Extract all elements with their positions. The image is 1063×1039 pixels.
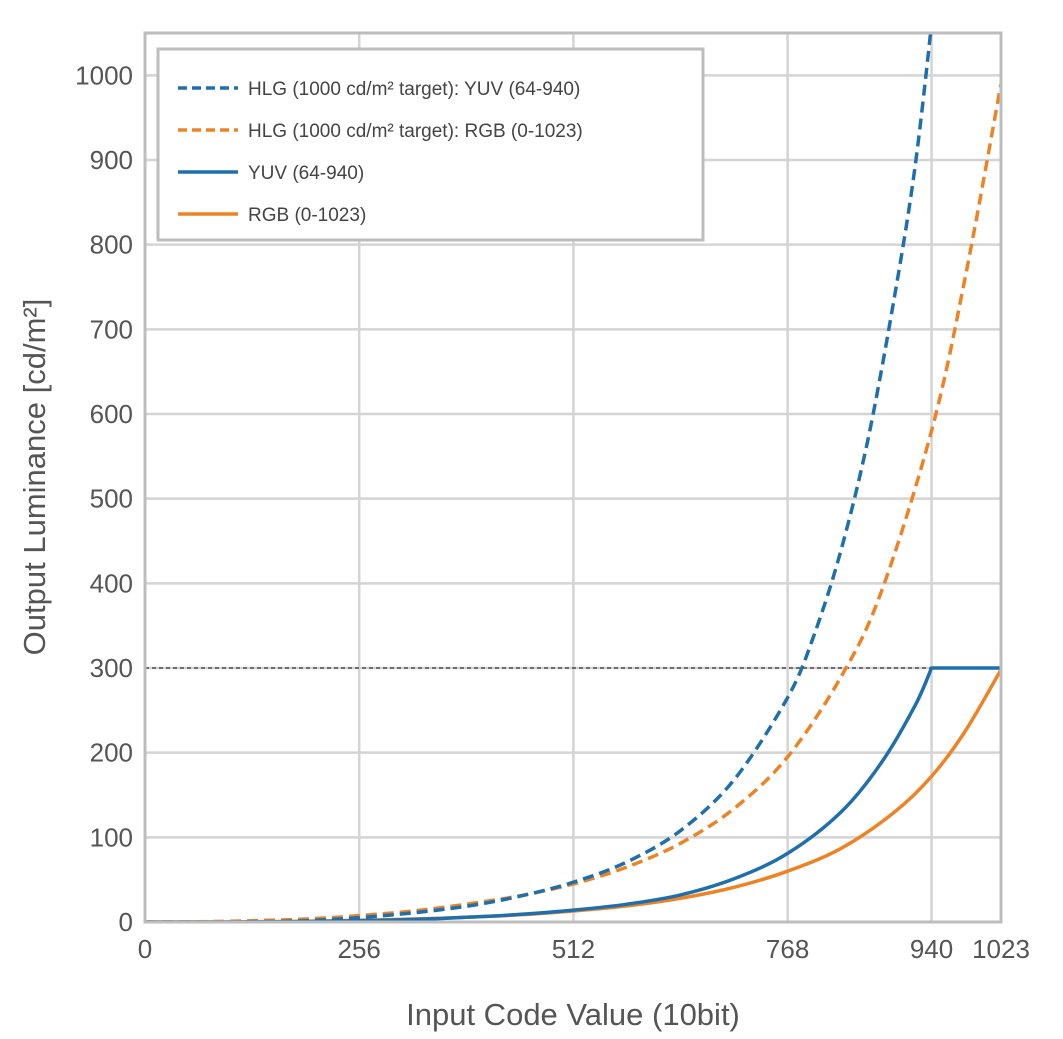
legend: HLG (1000 cd/m² target): YUV (64-940) HLG… [156, 47, 705, 242]
y-tick-label: 200 [90, 738, 133, 768]
y-tick-label: 800 [90, 230, 133, 260]
y-tick-label: 1000 [75, 60, 133, 90]
x-axis-title: Input Code Value (10bit) [406, 997, 740, 1032]
y-tick-label: 400 [90, 568, 133, 598]
legend-label: YUV (64-940) [248, 163, 364, 184]
x-tick-label: 940 [910, 934, 953, 964]
y-tick-label: 600 [90, 399, 133, 429]
y-tick-label: 500 [90, 484, 133, 514]
series-line-1 [145, 33, 933, 922]
y-tick-label: 300 [90, 653, 133, 683]
legend-label: HLG (1000 cd/m² target): YUV (64-940) [248, 79, 580, 100]
y-tick-label: 100 [90, 822, 133, 852]
series-line-2 [145, 83, 1001, 922]
x-tick-label: 512 [552, 934, 595, 964]
x-tick-label: 256 [338, 934, 381, 964]
legend-box [156, 47, 705, 242]
tick-labels: 0 256 512 768 940 1023 0 100 200 300 400 500 600 700 8… [75, 60, 1030, 964]
plot-border [143, 31, 1003, 924]
y-tick-label: 900 [90, 145, 133, 175]
y-tick-label: 700 [90, 314, 133, 344]
legend-label: RGB (0-1023) [248, 205, 366, 226]
x-tick-label: 0 [138, 934, 152, 964]
y-tick-label: 0 [119, 907, 133, 937]
y-axis-title: Output Luminance [cd/m²] [17, 299, 52, 656]
plot-frame [143, 31, 1003, 924]
x-tick-label: 768 [766, 934, 809, 964]
x-tick-label: 1023 [972, 934, 1030, 964]
legend-label: HLG (1000 cd/m² target): RGB (0-1023) [248, 121, 583, 142]
